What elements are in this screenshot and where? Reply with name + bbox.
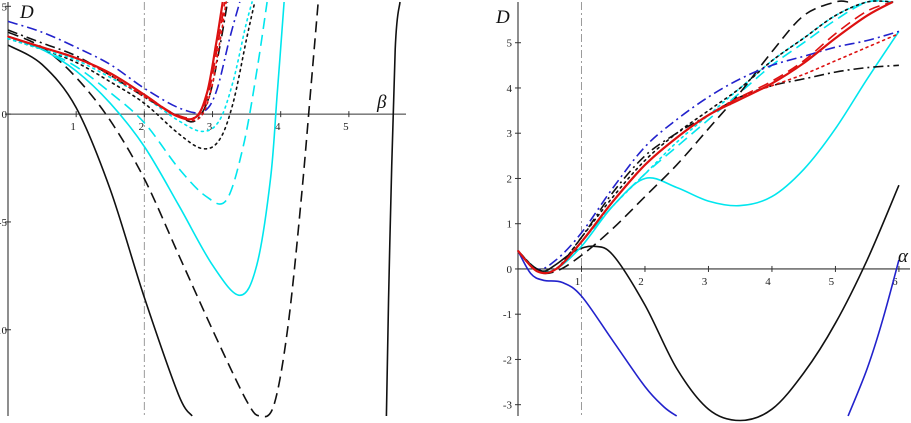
left-series-red-dotted	[7, 1, 227, 122]
left-y-tick-label: 5	[2, 1, 8, 13]
right-series-cyan-dashed	[517, 0, 893, 273]
right-y-tick-label: 5	[507, 38, 513, 50]
right-series-red-dotted	[517, 32, 900, 274]
left-series-red-solid	[7, 1, 224, 121]
right-x-tick-label: 1	[575, 276, 581, 288]
left-series-red-dashed	[7, 1, 226, 120]
left-x-tick-label: 2	[139, 121, 145, 133]
right-ticks: 1 2 3 4 5 6 5 4 3 2 1 0 -1 -2 -3	[503, 38, 900, 412]
right-series-red-dashed	[517, 1, 893, 274]
left-series-black-dashed	[7, 1, 319, 418]
right-series-cyan-solid	[517, 30, 900, 274]
left-y-tick-label: -10	[0, 325, 7, 337]
right-x-tick-label: 3	[702, 276, 708, 288]
right-chart: 1 2 3 4 5 6 5 4 3 2 1 0 -1 -2 -3 α D	[495, 0, 910, 422]
right-x-tick-label: 6	[892, 276, 898, 288]
right-x-axis-label: α	[898, 246, 909, 267]
right-series-black-dashed	[517, 0, 849, 275]
right-series-group	[517, 0, 900, 422]
right-series-blue-solid-rise-	[847, 259, 900, 417]
left-series-black-dash-dot	[7, 1, 229, 123]
right-y-tick-label: 4	[507, 83, 513, 95]
left-ticks: 1 2 3 4 5 5 0 -5 -10	[0, 1, 350, 337]
right-x-tick-label: 4	[765, 276, 771, 288]
left-series-black-solid-steep-	[385, 1, 401, 417]
right-series-blue-solid	[517, 250, 678, 417]
right-y-tick-label: 0	[507, 264, 513, 276]
right-y-tick-label: -2	[503, 354, 512, 366]
left-y-axis-label: D	[19, 2, 34, 23]
right-y-tick-label: -1	[503, 309, 512, 321]
right-y-tick-label: 2	[507, 173, 513, 185]
right-series-black-dotted	[517, 0, 894, 273]
left-x-tick-label: 1	[70, 121, 76, 133]
left-series-cyan-dotted	[7, 1, 253, 133]
right-y-axis-label: D	[495, 7, 510, 28]
left-x-tick-label: 5	[343, 121, 349, 133]
right-y-tick-label: -3	[503, 400, 513, 412]
right-series-black-solid	[517, 184, 900, 422]
left-series-black-solid	[7, 44, 193, 417]
right-y-tick-label: 1	[507, 219, 513, 231]
left-y-tick-label: -5	[0, 217, 7, 229]
left-chart: 1 2 3 4 5 5 0 -5 -10 β D	[0, 1, 406, 418]
left-series-black-dotted	[7, 1, 256, 150]
right-x-tick-label: 5	[829, 276, 835, 288]
left-y-tick-label: 0	[2, 109, 8, 121]
left-series-cyan-dashed	[7, 1, 268, 205]
left-series-group	[7, 1, 401, 418]
right-series-red-solid	[517, 1, 894, 275]
left-series-blue-dash-dot	[7, 1, 241, 114]
right-series-cyan-dotted	[517, 0, 894, 273]
left-series-cyan-solid	[7, 1, 285, 297]
left-x-tick-label: 3	[207, 121, 213, 133]
left-x-tick-label: 4	[275, 121, 281, 133]
left-x-axis-label: β	[376, 92, 387, 113]
right-x-tick-label: 2	[638, 276, 644, 288]
right-series-blue-dash-dot	[517, 30, 900, 271]
right-y-tick-label: 3	[507, 128, 513, 140]
